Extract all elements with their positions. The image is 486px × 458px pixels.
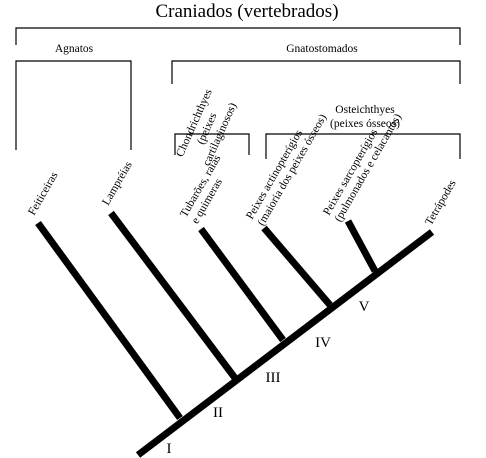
group-label-osteichthyes: Osteichthyes (peixes ósseos): [330, 104, 400, 130]
node-label-4: IV: [315, 335, 331, 351]
branch-tubaroes: [198, 226, 286, 343]
taxon-label-lampreias: Lampréias: [100, 159, 135, 207]
group-label-agnatos: Agnatos: [55, 43, 94, 55]
branch-feiticeiras: [35, 220, 183, 421]
bracket-osteichthyes: [265, 133, 461, 159]
bracket-craniados: [15, 27, 461, 45]
bracket-agnatos: [15, 60, 132, 150]
taxon-label-tetrapodes: Tetrápodes: [423, 177, 459, 227]
node-label-2: II: [213, 405, 223, 421]
bracket-gnatostomados: [171, 60, 461, 84]
svg-text:Feiticeiras: Feiticeiras: [26, 170, 61, 218]
bracket-chondrichthyes: [174, 133, 250, 155]
svg-text:(peixes ósseos): (peixes ósseos): [330, 118, 400, 130]
branch-actinopterigios: [261, 225, 333, 308]
group-label-gnatostomados: Gnatostomados: [286, 43, 358, 55]
group-label-chondrichthyes: Chondrichthyes (peixes cartilaginosos): [174, 87, 239, 168]
branch-sarcopterigios: [344, 219, 379, 273]
taxon-label-tubaroes: Tubarões, raias e quimeras: [178, 153, 225, 226]
svg-text:Lampréias: Lampréias: [100, 159, 135, 207]
branch-lampreias: [108, 210, 238, 381]
taxon-label-actinopterigios: Peixes actinopterígios (maioria dos peix…: [244, 112, 329, 228]
node-label-3: III: [266, 370, 281, 386]
node-label-5: V: [359, 299, 370, 315]
svg-text:Tetrápodes: Tetrápodes: [423, 177, 459, 227]
svg-text:(maioria dos peixes ósseos): (maioria dos peixes ósseos): [255, 112, 329, 228]
diagram-title: Craniados (vertebrados): [155, 1, 338, 22]
svg-text:Osteichthyes: Osteichthyes: [335, 104, 395, 116]
node-label-1: I: [167, 441, 172, 457]
trunk-branch: [135, 229, 435, 458]
taxon-label-feiticeiras: Feiticeiras: [26, 170, 61, 218]
